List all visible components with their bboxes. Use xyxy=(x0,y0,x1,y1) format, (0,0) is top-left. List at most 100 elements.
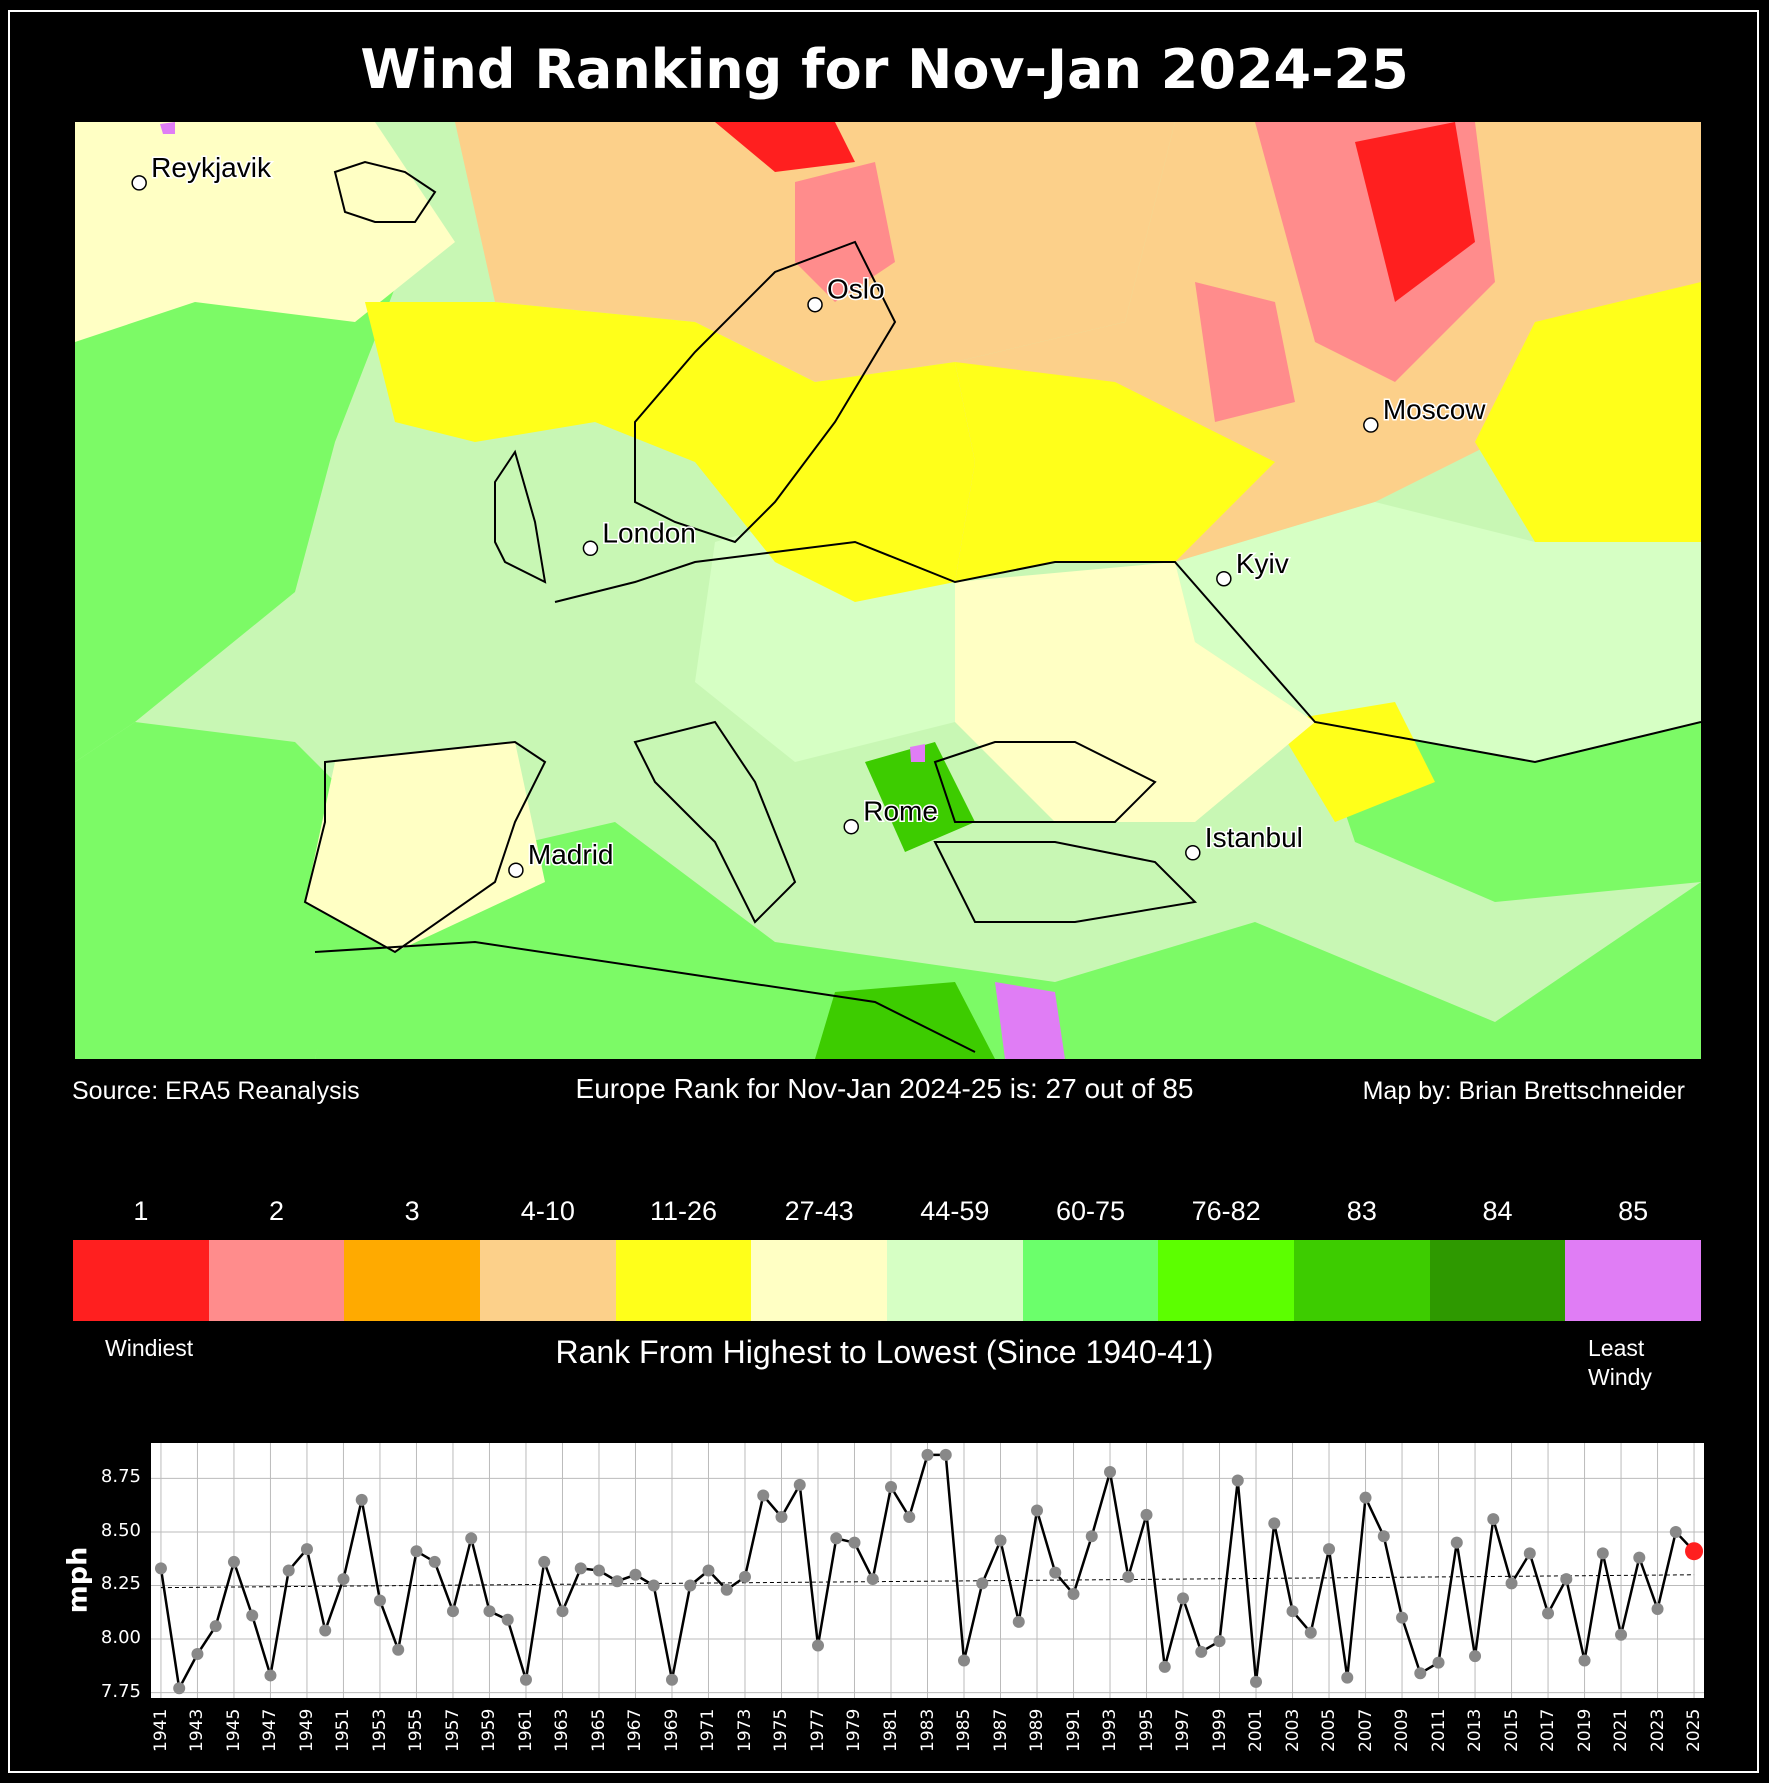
chart-xtick-label: 2007 xyxy=(1355,1708,1376,1752)
legend-swatch xyxy=(1022,1240,1159,1321)
chart-point xyxy=(1396,1611,1409,1624)
gb-coast xyxy=(494,449,547,584)
city-label: Madrid xyxy=(528,839,614,870)
credit-label: Map by: Brian Brettschneider xyxy=(1362,1077,1685,1105)
chart-point-highlight xyxy=(1685,1542,1704,1561)
africa-coast xyxy=(314,940,976,1053)
city-label: Kyiv xyxy=(1236,548,1289,579)
chart-point xyxy=(1523,1547,1536,1560)
legend-label: 85 xyxy=(1618,1196,1649,1226)
chart-point xyxy=(483,1605,496,1618)
chart-point xyxy=(811,1639,824,1652)
norway-red-zone xyxy=(795,162,895,302)
chart-point xyxy=(738,1570,751,1583)
chart-point xyxy=(903,1510,916,1523)
chart-point xyxy=(446,1605,459,1618)
chart-point xyxy=(337,1573,350,1586)
chart-point xyxy=(1195,1645,1208,1658)
least-windy-label-2: Windy xyxy=(1588,1364,1652,1390)
chart-xtick-label: 1969 xyxy=(661,1708,682,1752)
chart-xtick-label: 2015 xyxy=(1501,1708,1522,1752)
chart-xtick-label: 1983 xyxy=(917,1708,938,1752)
chart-point xyxy=(1323,1543,1336,1556)
chart-point xyxy=(465,1532,478,1545)
barents-dark-red-zone xyxy=(1355,122,1475,302)
chart-ylabel: mph xyxy=(62,1546,94,1614)
chart-border xyxy=(150,1442,1705,1699)
legend-swatch xyxy=(480,1240,616,1321)
east-yellow-zone xyxy=(1475,282,1701,542)
chart-xtick-label: 1979 xyxy=(844,1708,865,1752)
city-dot xyxy=(1363,417,1379,433)
legend-label: 83 xyxy=(1346,1196,1377,1226)
chart-point xyxy=(1158,1660,1171,1673)
chart-xtick-label: 2005 xyxy=(1319,1708,1340,1752)
chart-xtick-label: 2021 xyxy=(1611,1708,1632,1752)
chart-point xyxy=(319,1624,332,1637)
chart-point xyxy=(501,1613,514,1626)
legend-label: 1 xyxy=(133,1196,149,1226)
chart-point xyxy=(1359,1491,1372,1504)
legend-swatch xyxy=(887,1240,1023,1321)
chart-xtick-label: 1953 xyxy=(369,1708,390,1752)
chart-point xyxy=(538,1555,551,1568)
legend-label: 2 xyxy=(268,1196,285,1226)
chart-xtick-label: 1975 xyxy=(771,1708,792,1752)
chart-point xyxy=(191,1648,204,1661)
chart-xtick-label: 1981 xyxy=(880,1708,901,1752)
chart-xtick-label: 1961 xyxy=(515,1708,536,1752)
city-dot xyxy=(1216,571,1232,587)
chart-point xyxy=(848,1536,861,1549)
chart-point xyxy=(647,1579,660,1592)
chart-point xyxy=(629,1568,642,1581)
coastlines xyxy=(303,160,1702,1053)
scandinavia-zone xyxy=(365,302,975,602)
chart-point xyxy=(1341,1671,1354,1684)
chart-xtick-label: 1945 xyxy=(223,1708,244,1752)
chart-xtick-label: 1999 xyxy=(1209,1708,1230,1752)
chart-point xyxy=(574,1562,587,1575)
chart-point xyxy=(611,1575,624,1588)
city-label: Istanbul xyxy=(1205,822,1303,853)
rank-map: Reykjavik Oslo Moscow London Kyiv Madrid Rome I… xyxy=(75,122,1702,1059)
legend-label: 3 xyxy=(404,1196,420,1226)
chart-xtick-label: 2011 xyxy=(1428,1708,1449,1752)
chart-point xyxy=(665,1673,678,1686)
balkan-dark-zone xyxy=(865,742,975,852)
chart-ytick-label: 7.75 xyxy=(100,1680,141,1702)
city-dot xyxy=(807,296,823,313)
legend-colorbar xyxy=(73,1240,1702,1321)
chart-point xyxy=(1469,1650,1482,1663)
city-dot xyxy=(843,818,859,835)
chart-xtick-label: 1991 xyxy=(1063,1708,1084,1752)
chart-xtick-label: 2017 xyxy=(1538,1708,1559,1752)
chart-xtick-label: 1977 xyxy=(807,1708,828,1752)
chart-point xyxy=(702,1564,715,1577)
chart-xtick-label: 1943 xyxy=(187,1708,208,1752)
chart-point xyxy=(556,1605,569,1618)
legend-swatch xyxy=(344,1240,481,1321)
chart-xtick-label: 1947 xyxy=(260,1708,281,1752)
chart-point xyxy=(1104,1465,1117,1478)
city-label: Reykjavik xyxy=(151,152,272,183)
chart-point xyxy=(209,1620,222,1633)
chart-point xyxy=(1432,1656,1445,1669)
chart-point xyxy=(264,1669,277,1682)
chart-xtick-label: 1959 xyxy=(479,1708,500,1752)
legend-label: 27-43 xyxy=(784,1196,854,1226)
legend-label: 11-26 xyxy=(649,1196,718,1226)
chart-point xyxy=(1505,1577,1518,1590)
chart-point xyxy=(1560,1573,1573,1586)
med-zone xyxy=(315,822,1701,1059)
chart-point xyxy=(519,1673,532,1686)
chart-point xyxy=(1250,1675,1263,1688)
chart-point xyxy=(428,1555,441,1568)
europe-rank-label: Europe Rank for Nov-Jan 2024-25 is: 27 o… xyxy=(575,1073,1194,1104)
chart-xtick-label: 1955 xyxy=(406,1708,427,1752)
chart-xtick-label: 2013 xyxy=(1465,1708,1486,1752)
chart-point xyxy=(793,1478,806,1491)
atlantic-zone-south xyxy=(75,722,375,1059)
legend-swatch xyxy=(1429,1240,1566,1321)
chart-point xyxy=(1231,1474,1244,1487)
chart-xtick-label: 1941 xyxy=(150,1708,171,1752)
